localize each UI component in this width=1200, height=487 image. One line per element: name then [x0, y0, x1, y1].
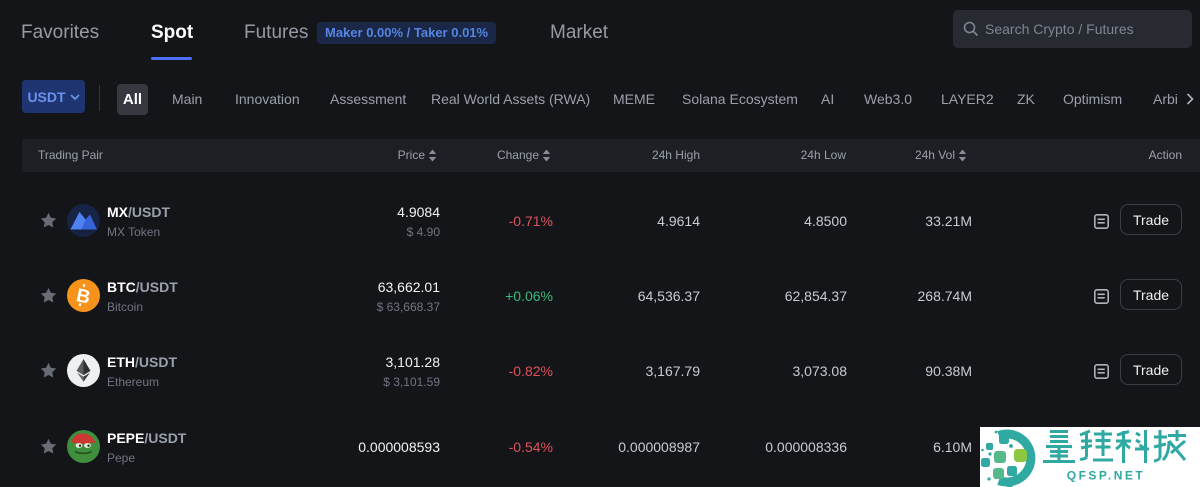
svg-text:QFSP.NET: QFSP.NET — [1067, 469, 1145, 483]
svg-text:B: B — [74, 285, 92, 308]
